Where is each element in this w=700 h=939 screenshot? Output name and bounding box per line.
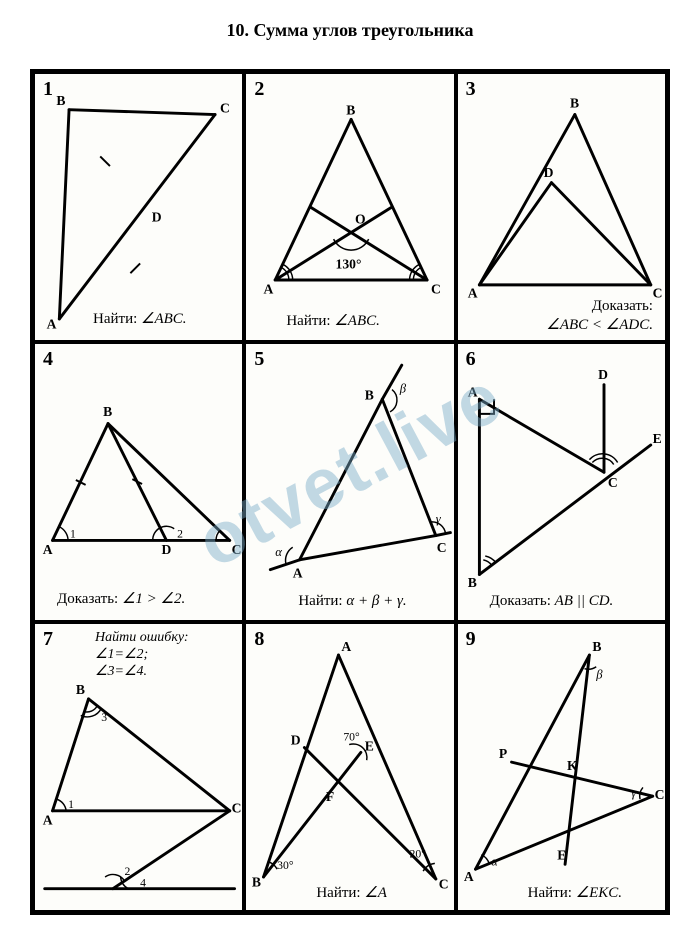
svg-text:C: C bbox=[652, 286, 662, 301]
svg-text:B: B bbox=[76, 682, 85, 697]
svg-text:C: C bbox=[232, 542, 242, 557]
cell-2-num: 2 bbox=[254, 78, 264, 101]
svg-text:E: E bbox=[652, 431, 661, 446]
svg-text:E: E bbox=[365, 738, 374, 753]
cell-5-diagram: A B C α β γ bbox=[246, 344, 453, 620]
svg-text:C: C bbox=[232, 801, 242, 816]
svg-text:A: A bbox=[264, 282, 274, 297]
svg-text:O: O bbox=[355, 212, 366, 227]
svg-text:2: 2 bbox=[125, 865, 131, 878]
svg-text:D: D bbox=[152, 210, 162, 225]
svg-text:D: D bbox=[291, 733, 301, 748]
svg-text:20°: 20° bbox=[410, 848, 427, 861]
svg-text:C: C bbox=[654, 787, 664, 802]
cell-9-diagram: A B C E P K α β γ bbox=[458, 624, 665, 910]
svg-text:β: β bbox=[399, 381, 407, 395]
svg-text:C: C bbox=[439, 877, 449, 892]
svg-text:30°: 30° bbox=[277, 859, 294, 872]
cell-9-num: 9 bbox=[466, 628, 476, 651]
cell-9: 9 A B C E P K α bbox=[456, 622, 667, 912]
svg-text:B: B bbox=[467, 575, 476, 590]
svg-text:C: C bbox=[437, 540, 447, 555]
cell-8-caption: Найти: ∠A bbox=[316, 883, 387, 902]
svg-text:B: B bbox=[347, 103, 356, 118]
svg-text:A: A bbox=[463, 869, 473, 884]
cell-5-caption: Найти: α + β + γ. bbox=[298, 593, 406, 610]
svg-text:B: B bbox=[570, 96, 579, 111]
cell-7-caption: Найти ошибку: ∠1=∠2; ∠3=∠4. bbox=[95, 630, 189, 680]
cell-3-num: 3 bbox=[466, 78, 476, 101]
cell-9-caption: Найти: ∠EKC. bbox=[528, 883, 622, 902]
svg-text:A: A bbox=[43, 812, 53, 827]
cell-5-num: 5 bbox=[254, 348, 264, 371]
cell-4-num: 4 bbox=[43, 348, 53, 371]
problem-grid: 1 A B C D Найти: ∠ABC. bbox=[30, 69, 670, 915]
cell-3: 3 A B C D Доказать: ∠ABC < ∠ADC. bbox=[456, 72, 667, 342]
cell-1-diagram: A B C D bbox=[35, 74, 242, 340]
svg-text:C: C bbox=[431, 282, 441, 297]
cell-4-diagram: A B C D 1 2 bbox=[35, 344, 242, 620]
svg-text:1: 1 bbox=[68, 798, 74, 811]
svg-text:1: 1 bbox=[70, 527, 76, 540]
cell-2-diagram: A B C O 130° bbox=[246, 74, 453, 340]
cell-1-caption: Найти: ∠ABC. bbox=[93, 309, 187, 328]
svg-text:α: α bbox=[276, 545, 283, 559]
svg-text:D: D bbox=[543, 165, 553, 180]
svg-text:C: C bbox=[220, 101, 230, 116]
cell-5: 5 A B C α β bbox=[244, 342, 455, 622]
svg-text:D: D bbox=[598, 367, 608, 382]
cell-7: 7 Найти ошибку: ∠1=∠2; ∠3=∠4. bbox=[33, 622, 244, 912]
cell-6-caption: Доказать: AB || CD. bbox=[490, 593, 614, 610]
cell-6: 6 A B C bbox=[456, 342, 667, 622]
svg-text:A: A bbox=[342, 639, 352, 654]
page-title: 10. Сумма углов треугольника bbox=[30, 20, 670, 41]
svg-text:D: D bbox=[162, 542, 172, 557]
svg-text:α: α bbox=[491, 854, 498, 868]
svg-text:B: B bbox=[365, 387, 374, 402]
svg-text:P: P bbox=[499, 746, 507, 761]
cell-6-num: 6 bbox=[466, 348, 476, 371]
cell-4: 4 A B C bbox=[33, 342, 244, 622]
cell-1: 1 A B C D Найти: ∠ABC. bbox=[33, 72, 244, 342]
cell-6-diagram: A B C D E bbox=[458, 344, 665, 620]
cell-2: 2 A B C O bbox=[244, 72, 455, 342]
svg-text:γ: γ bbox=[436, 512, 442, 526]
cell-7-num: 7 bbox=[43, 628, 53, 651]
svg-text:B: B bbox=[252, 875, 261, 890]
svg-text:2: 2 bbox=[177, 527, 183, 540]
svg-text:B: B bbox=[103, 404, 112, 419]
svg-text:4: 4 bbox=[140, 877, 146, 890]
svg-text:E: E bbox=[557, 847, 566, 862]
cell-4-caption: Доказать: ∠1 > ∠2. bbox=[57, 589, 185, 608]
svg-text:A: A bbox=[467, 384, 477, 399]
cell-3-caption: Доказать: ∠ABC < ∠ADC. bbox=[546, 298, 653, 334]
cell-1-num: 1 bbox=[43, 78, 53, 101]
svg-text:3: 3 bbox=[101, 711, 107, 724]
cell-8-diagram: A B C D E F 70° 30° 20° bbox=[246, 624, 453, 910]
svg-text:A: A bbox=[293, 565, 303, 580]
cell-8: 8 A B C D E F 70° bbox=[244, 622, 455, 912]
cell-2-caption: Найти: ∠ABC. bbox=[286, 311, 380, 330]
svg-text:K: K bbox=[567, 758, 578, 773]
svg-text:B: B bbox=[56, 93, 65, 108]
svg-text:70°: 70° bbox=[344, 731, 361, 744]
svg-text:C: C bbox=[608, 475, 618, 490]
svg-text:A: A bbox=[43, 542, 53, 557]
svg-text:B: B bbox=[592, 639, 601, 654]
cell-8-num: 8 bbox=[254, 628, 264, 651]
svg-text:F: F bbox=[326, 789, 334, 804]
svg-text:130°: 130° bbox=[336, 256, 362, 271]
svg-text:A: A bbox=[467, 286, 477, 301]
svg-text:A: A bbox=[47, 317, 57, 332]
svg-text:β: β bbox=[595, 667, 603, 681]
